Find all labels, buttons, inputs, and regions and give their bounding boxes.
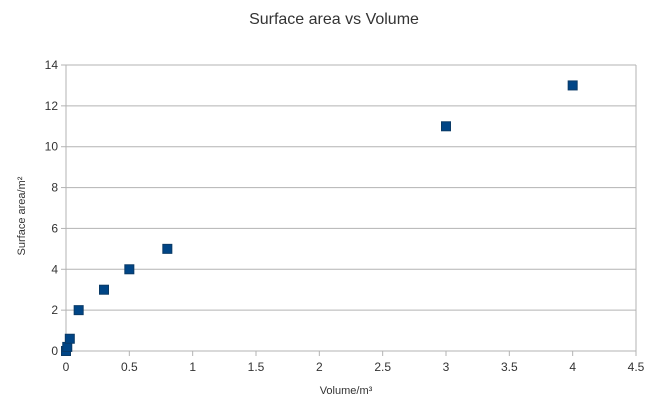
data-point (64, 333, 75, 344)
x-tick-label: 3 (443, 360, 450, 374)
y-tick-label: 12 (45, 99, 59, 113)
x-axis-label: Volume/m³ (320, 385, 373, 397)
data-point (441, 121, 451, 132)
data-point (62, 341, 73, 352)
x-axis-ticks: 0 0.5 1 1.5 2 2.5 3 3.5 4 4.5 (63, 351, 645, 374)
gridlines (66, 64, 636, 352)
data-point (99, 284, 109, 295)
data-point (567, 80, 578, 91)
y-tick-label: 6 (51, 221, 58, 235)
x-tick-label: 1.5 (248, 360, 265, 374)
chart-title: Surface area vs Volume (249, 11, 419, 28)
y-tick-label: 4 (51, 262, 58, 276)
data-points (61, 80, 578, 356)
y-tick-label: 14 (45, 58, 59, 72)
x-tick-label: 3.5 (501, 360, 518, 374)
y-axis-label: Surface area/m² (16, 176, 28, 255)
y-tick-label: 10 (45, 140, 59, 154)
y-tick-label: 2 (51, 303, 58, 317)
axes (65, 65, 637, 352)
x-tick-label: 0.5 (121, 360, 138, 374)
data-point (124, 264, 135, 275)
data-point (73, 305, 84, 316)
x-tick-label: 1 (189, 360, 196, 374)
y-tick-label: 8 (51, 181, 58, 195)
x-tick-label: 0 (63, 360, 70, 374)
y-axis-ticks: 0 2 4 6 8 10 12 14 (45, 58, 66, 358)
x-tick-label: 4 (569, 360, 576, 374)
x-tick-label: 4.5 (628, 360, 645, 374)
x-tick-label: 2 (316, 360, 323, 374)
y-tick-label: 0 (51, 344, 58, 358)
x-tick-label: 2.5 (374, 360, 391, 374)
data-point (162, 243, 173, 254)
